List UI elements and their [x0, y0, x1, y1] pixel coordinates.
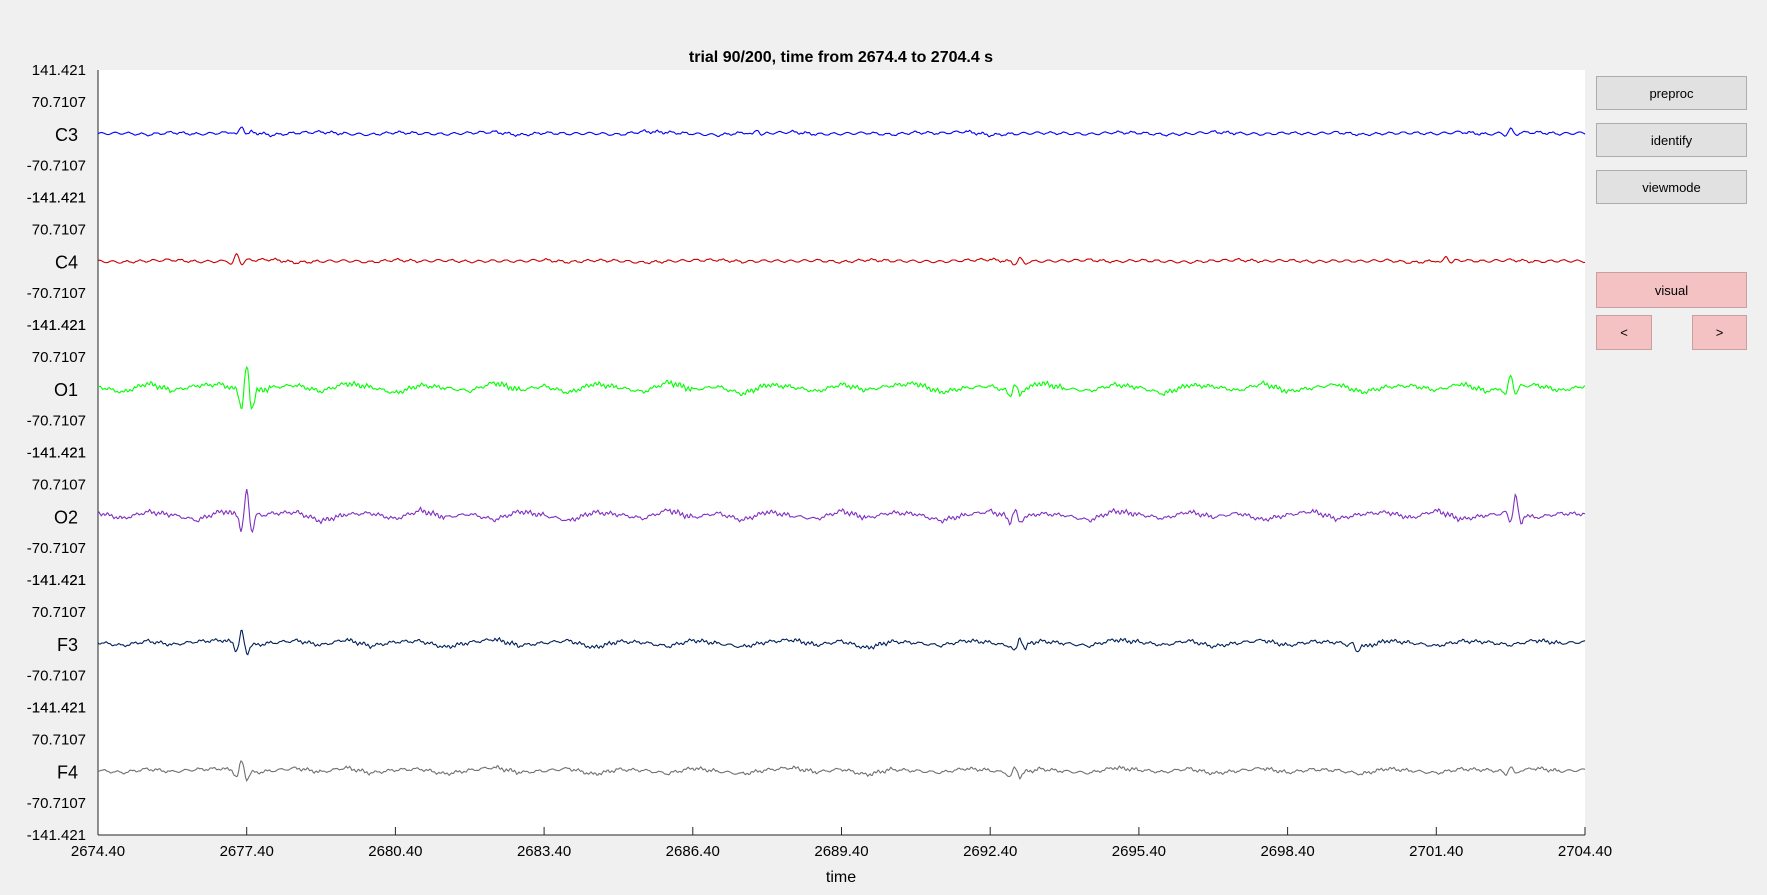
- y-tick-label: 141.421: [32, 62, 86, 79]
- viewmode-button[interactable]: viewmode: [1596, 170, 1747, 204]
- y-tick-label: -70.7107: [27, 285, 86, 302]
- trace-o2: [97, 488, 1586, 534]
- x-tick-label: 2686.40: [666, 843, 720, 860]
- y-tick-label: 70.7107: [32, 349, 86, 366]
- y-tick-label: -141.421: [27, 190, 86, 207]
- y-tick-label: 141.421: [32, 190, 86, 207]
- x-tick-label: 2695.40: [1112, 843, 1166, 860]
- trace-layer: [97, 126, 1586, 783]
- y-tick-label: -70.7107: [27, 158, 86, 175]
- y-tick-label: 70.7107: [32, 476, 86, 493]
- previous-trial-button[interactable]: <: [1596, 315, 1652, 350]
- channel-label-c4: C4: [55, 252, 78, 272]
- next-trial-button[interactable]: >: [1692, 315, 1747, 350]
- channel-label-f3: F3: [57, 635, 78, 655]
- trace-f4: [97, 760, 1586, 783]
- y-tick-label: 70.7107: [32, 221, 86, 238]
- trace-o1: [97, 365, 1586, 411]
- x-tick-label: 2680.40: [368, 843, 422, 860]
- x-axis-label: time: [826, 869, 856, 886]
- channel-label-o1: O1: [54, 380, 78, 400]
- x-tick-label: 2692.40: [963, 843, 1017, 860]
- x-tick-label: 2683.40: [517, 843, 571, 860]
- x-tick-label: 2677.40: [220, 843, 274, 860]
- visual-button[interactable]: visual: [1596, 272, 1747, 308]
- y-tick-label: 141.421: [32, 317, 86, 334]
- y-tick-label: 70.7107: [32, 604, 86, 621]
- preproc-button[interactable]: preproc: [1596, 76, 1747, 110]
- y-tick-label: -70.7107: [27, 413, 86, 430]
- y-tick-label: -141.421: [27, 572, 86, 589]
- y-tick-label: 141.421: [32, 700, 86, 717]
- y-tick-label: 70.7107: [32, 94, 86, 111]
- x-tick-label: 2689.40: [814, 843, 868, 860]
- y-tick-label: -141.421: [27, 827, 86, 844]
- y-tick-label: -70.7107: [27, 668, 86, 685]
- tick-layer: 2674.40 2677.40 2680.40 2683.40 2686.40 2689.…: [27, 62, 1612, 860]
- channel-label-f4: F4: [57, 762, 78, 782]
- identify-button[interactable]: identify: [1596, 123, 1747, 157]
- chart-title: trial 90/200, time from 2674.4 to 2704.4…: [689, 49, 993, 66]
- y-tick-label: -141.421: [27, 317, 86, 334]
- channel-label-o2: O2: [54, 507, 78, 527]
- y-tick-label: -70.7107: [27, 795, 86, 812]
- y-tick-label: -141.421: [27, 700, 86, 717]
- y-tick-label: 141.421: [32, 572, 86, 589]
- y-tick-label: 141.421: [32, 445, 86, 462]
- trace-f3: [97, 629, 1586, 656]
- trace-c3: [97, 126, 1586, 138]
- x-tick-label: 2704.40: [1558, 843, 1612, 860]
- x-tick-label: 2698.40: [1260, 843, 1314, 860]
- plot-area: [98, 70, 1585, 835]
- y-tick-label: -141.421: [27, 445, 86, 462]
- y-tick-label: 70.7107: [32, 731, 86, 748]
- channel-label-c3: C3: [55, 125, 78, 145]
- trace-c4: [97, 252, 1586, 266]
- x-tick-label: 2701.40: [1409, 843, 1463, 860]
- y-tick-label: -70.7107: [27, 540, 86, 557]
- x-tick-label: 2674.40: [71, 843, 125, 860]
